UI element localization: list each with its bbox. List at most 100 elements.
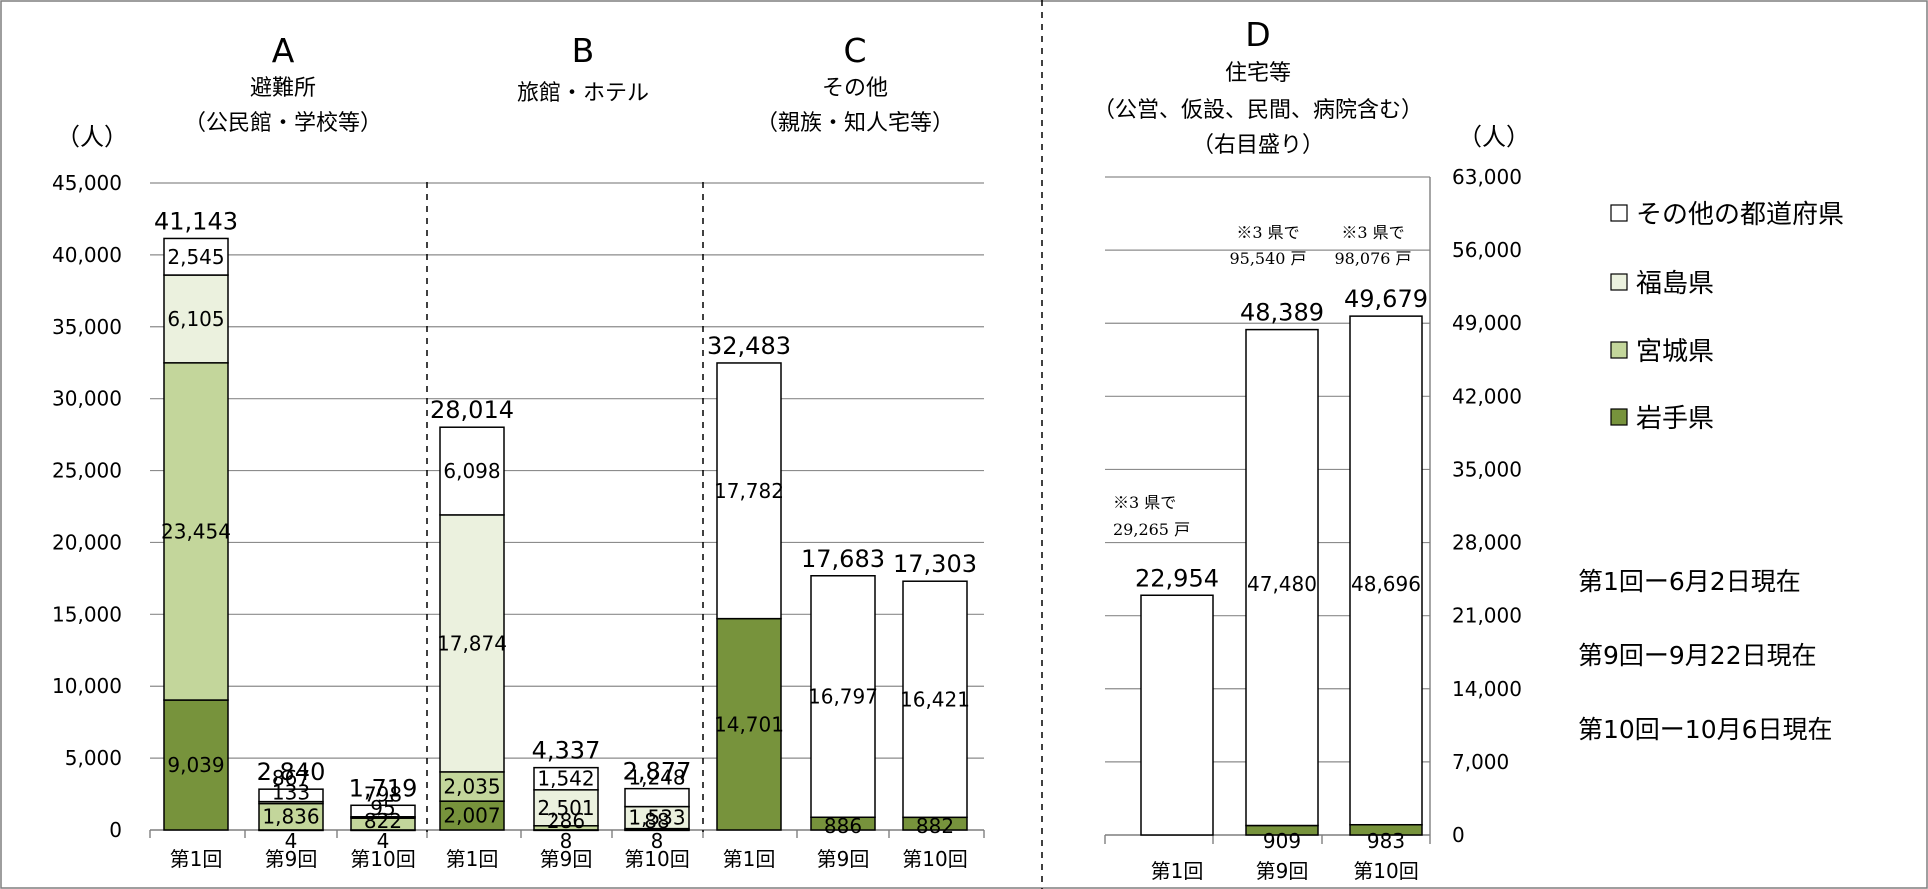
- total-label: 22,954: [1135, 564, 1219, 592]
- category-label: 第10回: [1353, 859, 1418, 883]
- total-label: 17,303: [893, 550, 977, 578]
- segment-label: 95: [370, 796, 395, 820]
- segment-label: 8: [560, 829, 573, 853]
- note-2-line-2: 95,540 戸: [1229, 249, 1306, 268]
- panel-c-subtitle-1: その他: [822, 76, 888, 101]
- right-tick-label: 7,000: [1452, 750, 1509, 774]
- left-tick-label: 25,000: [52, 459, 122, 483]
- segment-label: 2,007: [443, 804, 500, 828]
- bar-segment: [439, 800, 505, 831]
- panel-a-title: A: [272, 31, 295, 70]
- segment-label: 882: [916, 814, 954, 838]
- bar-segment: [1349, 315, 1423, 826]
- total-label: 48,389: [1240, 299, 1324, 327]
- note-3-line-1: ※3 県で: [1341, 223, 1404, 242]
- segment-label: 822: [364, 809, 402, 833]
- total-label: 49,679: [1344, 285, 1428, 313]
- segment-label: 6,098: [443, 459, 500, 483]
- segment-label: 8: [651, 829, 664, 853]
- segment-label: 48,696: [1351, 572, 1421, 596]
- category-label: 第9回: [540, 847, 593, 871]
- legend-label-iwate: 岩手県: [1636, 404, 1714, 434]
- total-label: 2,877: [623, 758, 692, 786]
- bar-segment: [350, 804, 416, 818]
- panel-d-title: D: [1245, 15, 1270, 54]
- bar-segment: [439, 514, 505, 773]
- segment-label: 886: [824, 814, 862, 838]
- segment-label: 9,039: [167, 753, 224, 777]
- bar-segment: [716, 362, 782, 620]
- panel-d-subtitle-3: （右目盛り）: [1192, 133, 1324, 158]
- note-3-line-2: 98,076 戸: [1334, 249, 1411, 268]
- panel-b-title: B: [572, 31, 595, 70]
- segment-label: 2,035: [443, 775, 500, 799]
- total-label: 4,337: [532, 737, 601, 765]
- category-label: 第10回: [350, 847, 415, 871]
- left-tick-label: 15,000: [52, 602, 122, 626]
- segment-label: 1,836: [262, 805, 319, 829]
- bar-segment: [1140, 594, 1214, 836]
- panel-b-subtitle-1: 旅館・ホテル: [517, 81, 649, 106]
- segment-label: 23,454: [161, 519, 231, 543]
- segment-label: 909: [1263, 829, 1301, 853]
- segment-label: 88: [644, 809, 669, 833]
- segment-label: 1,248: [628, 766, 685, 790]
- panel-a-subtitle-1: 避難所: [250, 76, 316, 101]
- category-label: 第9回: [265, 847, 318, 871]
- panel-d-subtitle-1: 住宅等: [1225, 61, 1291, 86]
- category-label: 第9回: [817, 847, 870, 871]
- right-tick-label: 0: [1452, 823, 1465, 847]
- right-tick-label: 21,000: [1452, 604, 1522, 628]
- panel-c-title: C: [843, 31, 866, 70]
- bar-segment: [163, 237, 229, 276]
- segment-label: 133: [272, 781, 310, 805]
- panel-a-subtitle-2: （公民館・学校等）: [184, 111, 382, 136]
- right-tick-label: 49,000: [1452, 311, 1522, 335]
- segment-label: 1,533: [628, 806, 685, 830]
- left-tick-label: 20,000: [52, 530, 122, 554]
- segment-label: 47,480: [1247, 572, 1317, 596]
- total-label: 28,014: [430, 396, 514, 424]
- note-2-line-1: ※3 県で: [1236, 223, 1299, 242]
- left-tick-label: 30,000: [52, 387, 122, 411]
- segment-label: 286: [547, 809, 585, 833]
- right-tick-label: 42,000: [1452, 384, 1522, 408]
- date-note-1: 第1回ー6月2日現在: [1578, 567, 1801, 596]
- segment-label: 2,501: [537, 796, 594, 820]
- bar-segment: [163, 274, 229, 364]
- bar-segment: [533, 766, 599, 791]
- total-label: 41,143: [154, 207, 238, 235]
- segment-label: 16,421: [900, 687, 970, 711]
- segment-label: 4: [377, 829, 390, 853]
- category-label: 第1回: [723, 847, 776, 871]
- left-tick-label: 0: [109, 818, 122, 842]
- legend-swatch-miyagi: [1610, 341, 1628, 359]
- total-label: 17,683: [801, 545, 885, 573]
- date-note-3: 第10回ー10月6日現在: [1578, 715, 1833, 744]
- left-tick-label: 40,000: [52, 243, 122, 267]
- right-tick-label: 14,000: [1452, 677, 1522, 701]
- left-tick-label: 10,000: [52, 674, 122, 698]
- bar-segment: [902, 580, 968, 819]
- segment-label: 17,782: [714, 479, 784, 503]
- note-1-line-2: 29,265 戸: [1113, 520, 1190, 539]
- right-tick-label: 56,000: [1452, 238, 1522, 262]
- segment-label: 983: [1367, 829, 1405, 853]
- bar-segment: [716, 617, 782, 831]
- bar-segment: [624, 787, 690, 808]
- legend: その他の都道府県 福島県 宮城県 岩手県: [1610, 200, 1844, 434]
- legend-label-fukushima: 福島県: [1636, 269, 1714, 299]
- panel-d-subtitle-2: （公営、仮設、民間、病院含む）: [1093, 98, 1423, 123]
- total-label: 1,719: [349, 774, 418, 802]
- right-tick-label: 35,000: [1452, 457, 1522, 481]
- category-label: 第1回: [446, 847, 499, 871]
- left-tick-label: 45,000: [52, 171, 122, 195]
- segment-label: 17,874: [437, 631, 507, 655]
- left-tick-label: 5,000: [65, 746, 122, 770]
- date-note-2: 第9回ー9月22日現在: [1578, 641, 1817, 670]
- segment-label: 4: [285, 829, 298, 853]
- left-tick-label: 35,000: [52, 315, 122, 339]
- category-label: 第10回: [902, 847, 967, 871]
- segment-label: 1,542: [537, 767, 594, 791]
